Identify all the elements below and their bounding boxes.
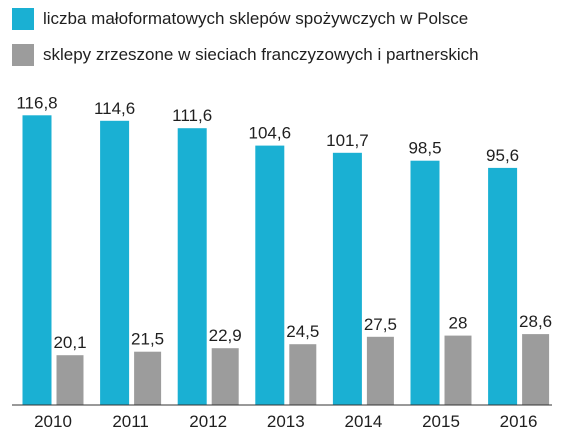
bar-franchise-2012 [211, 348, 239, 405]
data-labels: 116,8 20,1 114,6 21,5 111,6 22,9 104,6 24,5 101,… [16, 93, 552, 352]
x-tick-label-2016: 2016 [500, 412, 538, 431]
data-label-total-2013: 104,6 [249, 124, 292, 143]
x-tick-label-2015: 2015 [422, 412, 460, 431]
legend-label-2: sklepy zrzeszone w sieciach franczyzowyc… [43, 45, 479, 64]
bars [22, 115, 550, 406]
data-label-franchise-2011: 21,5 [131, 330, 164, 349]
x-tick-label-2012: 2012 [189, 412, 227, 431]
data-label-franchise-2012: 22,9 [209, 326, 242, 345]
bar-total-2015 [410, 160, 440, 405]
data-label-total-2015: 98,5 [408, 139, 441, 158]
x-tick-label-2013: 2013 [267, 412, 305, 431]
data-label-total-2016: 95,6 [486, 146, 519, 165]
bar-total-2010 [22, 115, 52, 406]
bar-total-2012 [177, 128, 207, 405]
legend-swatch-2 [12, 44, 34, 66]
x-tick-label-2011: 2011 [112, 412, 149, 431]
data-label-total-2010: 116,8 [16, 93, 57, 112]
data-label-total-2011: 114,6 [94, 99, 135, 118]
legend-swatch-1 [12, 8, 34, 30]
bar-franchise-2013 [289, 344, 317, 405]
data-label-franchise-2013: 24,5 [286, 322, 319, 341]
bar-total-2016 [488, 167, 518, 405]
bar-total-2014 [332, 152, 362, 405]
bar-franchise-2014 [366, 336, 394, 405]
data-label-total-2014: 101,7 [326, 131, 369, 150]
bar-total-2013 [255, 145, 285, 405]
x-tick-label-2010: 2010 [34, 412, 72, 431]
bar-franchise-2010 [56, 355, 84, 405]
data-label-franchise-2016: 28,6 [519, 312, 552, 331]
data-label-franchise-2015: 28 [449, 314, 468, 333]
x-tick-label-2014: 2014 [344, 412, 382, 431]
data-label-franchise-2014: 27,5 [364, 315, 397, 334]
data-label-total-2012: 111,6 [172, 106, 212, 125]
legend: liczba małoformatowych sklepów spożywczy… [12, 8, 479, 66]
bar-franchise-2016 [522, 334, 550, 405]
bar-franchise-2015 [444, 335, 472, 405]
bar-total-2011 [100, 120, 130, 406]
bar-franchise-2011 [134, 351, 162, 405]
data-label-franchise-2010: 20,1 [53, 333, 86, 352]
x-axis-ticks: 2010 2011 2012 2013 2014 2015 2016 [34, 412, 537, 431]
legend-label-1: liczba małoformatowych sklepów spożywczy… [43, 9, 468, 28]
